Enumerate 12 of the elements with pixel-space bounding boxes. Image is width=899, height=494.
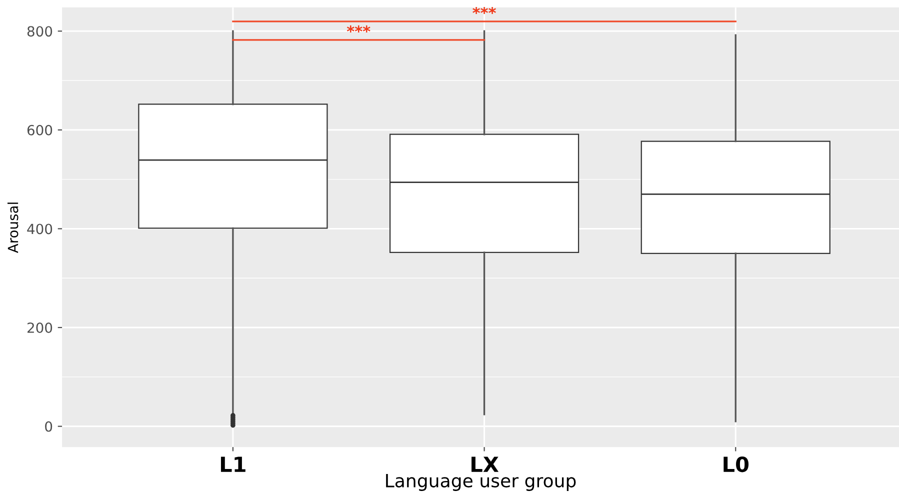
y-tick-label: 200 (28, 322, 52, 333)
annotation: *** (472, 6, 496, 14)
x-tick-label: LX (472, 456, 499, 472)
annotation: *** (346, 25, 370, 33)
y-tick-label: 400 (27, 224, 52, 234)
x-tick-label: L0 (724, 456, 749, 472)
x-tick-label: L1 (220, 456, 246, 472)
y-tick-label: 600 (27, 124, 52, 136)
y-tick-label: 800 (27, 26, 52, 37)
y-axis-title: Arousal (7, 202, 18, 254)
x-axis-title: Language user group (386, 474, 576, 491)
y-tick-label: 0 (45, 421, 52, 432)
